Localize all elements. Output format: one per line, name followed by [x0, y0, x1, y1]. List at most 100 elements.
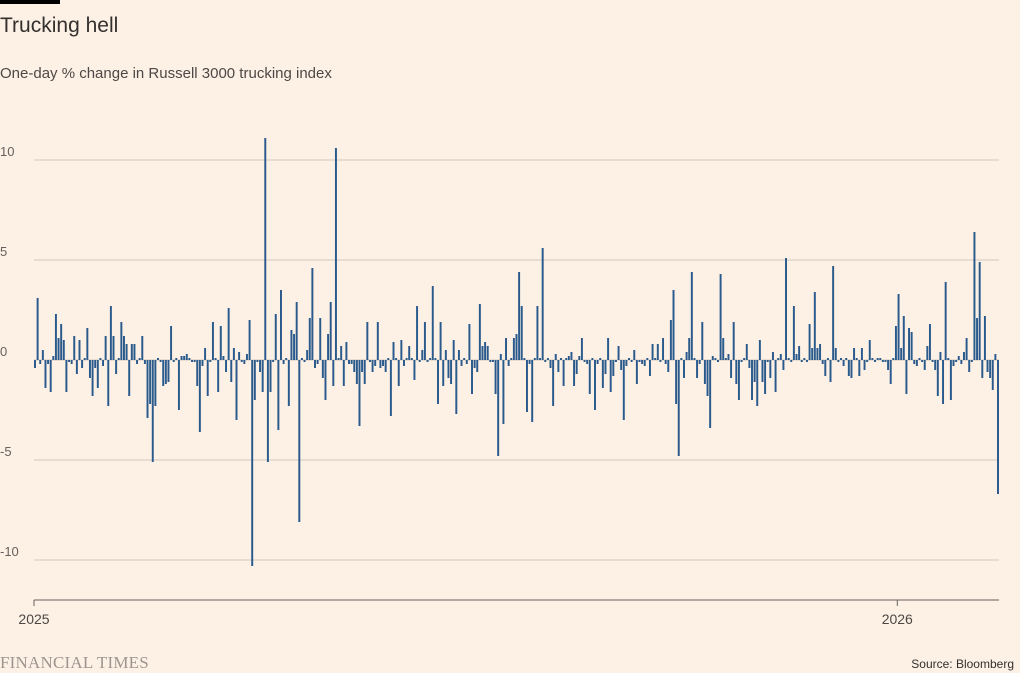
bar [332, 360, 335, 386]
bar [489, 360, 492, 362]
bar [177, 360, 180, 410]
bar [353, 360, 356, 372]
bar [915, 360, 918, 366]
bar [214, 358, 217, 360]
bar [908, 328, 911, 360]
bar [460, 360, 463, 366]
bar [201, 360, 204, 366]
bar [99, 358, 102, 360]
bar [690, 272, 693, 360]
bar [531, 360, 534, 422]
bar [497, 360, 500, 456]
bar [209, 360, 212, 362]
bar [261, 360, 264, 392]
bar [625, 360, 628, 366]
bar [507, 360, 510, 366]
bar [73, 336, 76, 360]
bar [680, 358, 683, 360]
bar [217, 360, 220, 392]
bar [860, 348, 863, 360]
bar [324, 360, 327, 400]
bar [293, 334, 296, 360]
bar [515, 334, 518, 360]
bar [659, 360, 662, 362]
bar [834, 348, 837, 360]
bar [327, 334, 330, 360]
bar [387, 358, 390, 360]
bar [439, 322, 442, 360]
bar [711, 356, 714, 360]
bar [447, 360, 450, 378]
bar [580, 338, 583, 360]
bar [342, 360, 345, 386]
bar [853, 348, 856, 360]
bar [413, 360, 416, 380]
bar [879, 358, 882, 360]
bar [463, 358, 466, 360]
bar [78, 340, 81, 360]
bar [730, 360, 733, 378]
bar [235, 360, 238, 420]
bar [277, 360, 280, 430]
bar [473, 360, 476, 368]
bar [824, 360, 827, 376]
bar [643, 360, 646, 366]
bar [191, 360, 193, 362]
bar [573, 360, 576, 386]
bar [677, 360, 680, 456]
bar [238, 352, 241, 360]
bar [392, 342, 395, 360]
bar [764, 360, 767, 394]
bar [894, 326, 897, 360]
bar [371, 360, 374, 372]
bar [614, 360, 617, 362]
bar [560, 358, 562, 360]
bar [397, 360, 400, 386]
bar [905, 360, 908, 394]
bar [41, 350, 44, 360]
bar [120, 322, 123, 360]
bar [389, 360, 392, 416]
bar [706, 360, 709, 396]
bar [151, 360, 154, 462]
bar [766, 360, 769, 362]
bar [167, 360, 170, 382]
bar [62, 340, 65, 360]
bar [256, 360, 259, 362]
bar [264, 138, 267, 360]
bar [546, 358, 549, 360]
bar [146, 360, 149, 418]
bar [570, 352, 573, 360]
bar [758, 340, 761, 360]
bar [850, 360, 853, 378]
chart-subtitle: One-day % change in Russell 3000 truckin… [0, 65, 332, 82]
bar [698, 360, 701, 364]
bar [361, 360, 364, 372]
bar [471, 360, 473, 394]
bar [782, 360, 785, 370]
bar [319, 318, 322, 360]
bar [942, 360, 945, 404]
bar [696, 360, 699, 378]
bar [157, 358, 159, 360]
bar [423, 322, 426, 360]
bar [350, 360, 353, 364]
bar [109, 306, 112, 360]
bar [779, 354, 782, 360]
bar [528, 360, 531, 364]
bar [737, 360, 740, 400]
bar [617, 346, 620, 360]
bar [175, 358, 178, 360]
bar [672, 290, 675, 360]
bar [897, 294, 900, 360]
bar [813, 292, 816, 360]
bar [968, 360, 971, 372]
bar [204, 348, 207, 360]
bar [39, 360, 42, 364]
bar [539, 358, 542, 360]
bar [306, 350, 309, 360]
bar [426, 360, 429, 362]
bar [656, 344, 659, 360]
bar [874, 360, 876, 362]
ft-logo: FINANCIAL TIMES [0, 653, 149, 672]
